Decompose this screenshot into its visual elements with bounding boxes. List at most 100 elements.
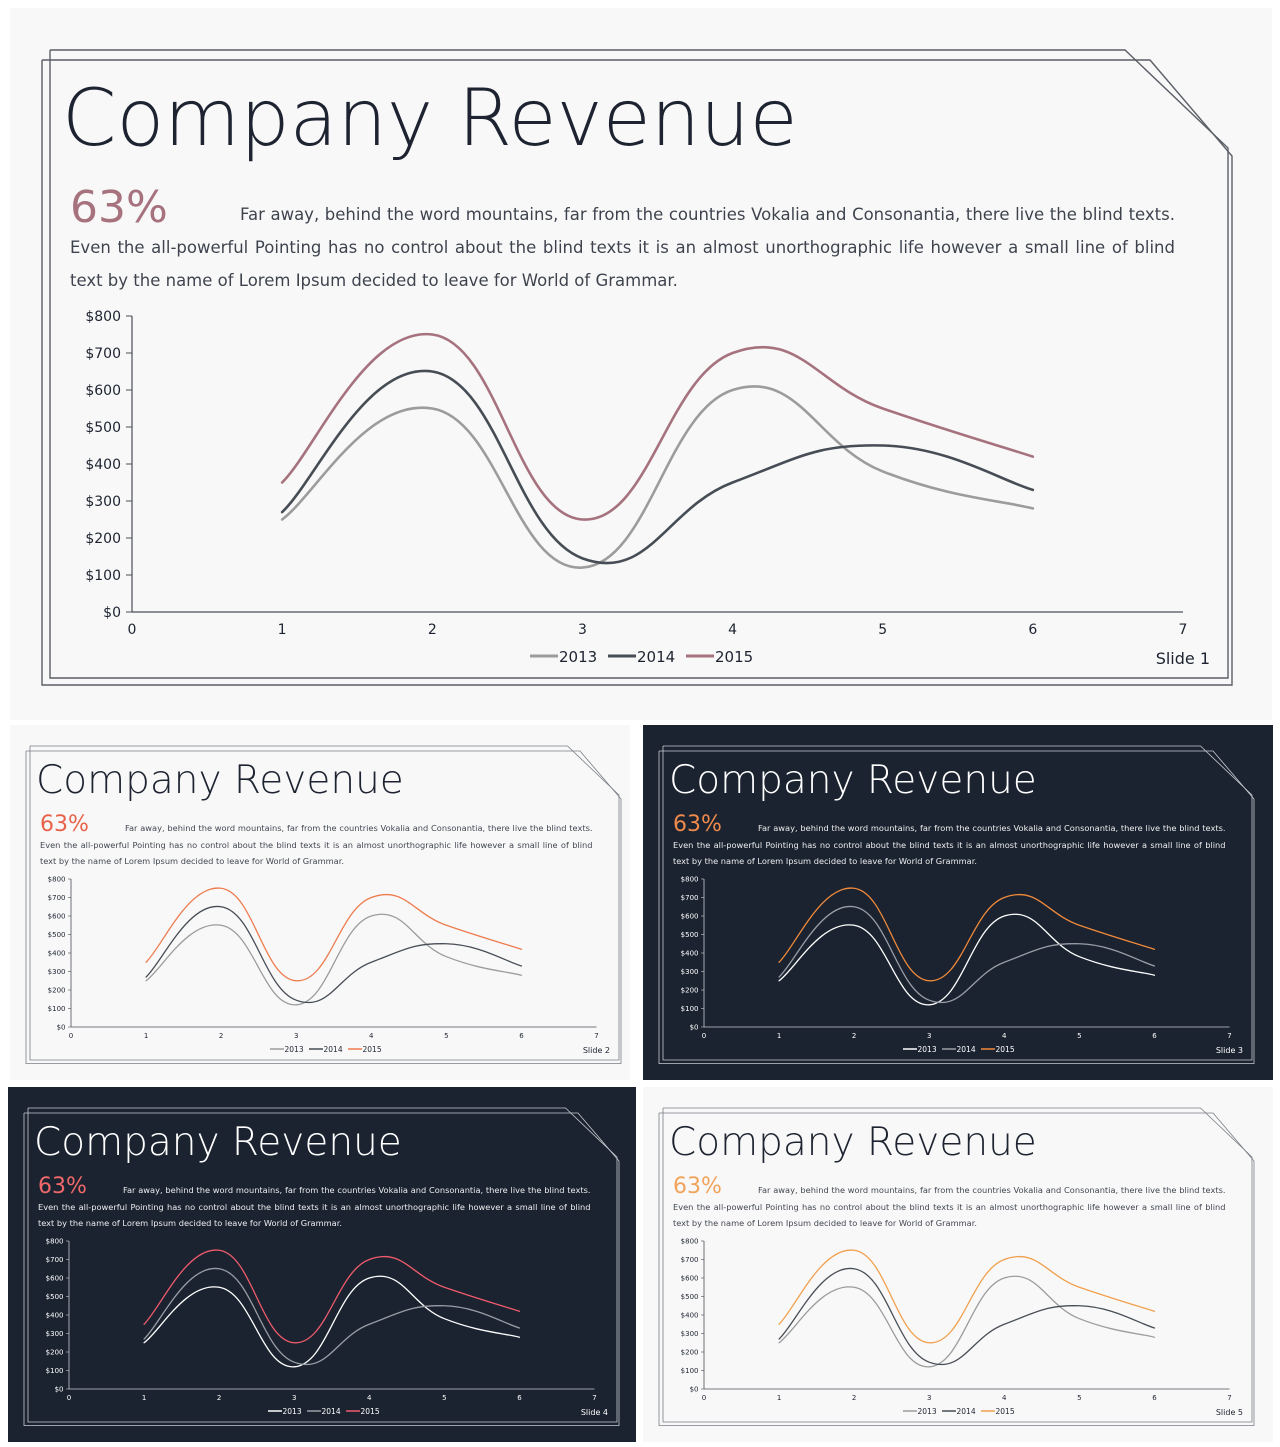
body-paragraph: Far away, behind the word mountains, far… xyxy=(70,198,1175,297)
y-tick-label: $300 xyxy=(85,494,121,510)
body-paragraph-text: Far away, behind the word mountains, far… xyxy=(70,205,1175,290)
x-tick-label: 0 xyxy=(702,1394,706,1402)
y-tick-label: $700 xyxy=(85,346,121,362)
inner-frame xyxy=(658,1112,1255,1426)
x-tick-label: 2 xyxy=(428,622,437,638)
y-tick-label: $500 xyxy=(48,931,66,939)
slide-title: Company Revenue xyxy=(669,758,1037,803)
y-tick-label: $400 xyxy=(681,1312,699,1320)
body-paragraph-text: Far away, behind the word mountains, far… xyxy=(673,1185,1226,1228)
y-tick-label: $500 xyxy=(46,1293,64,1301)
slide-1: $0 $100 $200 $300 $400 $500 $600 $700 $800 0 1 2 3 4 5… xyxy=(10,8,1272,720)
y-tick-label: $500 xyxy=(681,1293,699,1301)
series-line-2015 xyxy=(280,333,1035,521)
outer-frame xyxy=(662,745,1253,1061)
x-tick-label: 1 xyxy=(777,1394,781,1402)
body-paragraph: Far away, behind the word mountains, far… xyxy=(40,820,593,870)
body-paragraph: Far away, behind the word mountains, far… xyxy=(38,1182,591,1232)
revenue-chart: $0 $100 $200 $300 $400 $500 $600 $700 $800 0 1 2 3 4 5… xyxy=(46,1238,597,1403)
legend-label-2015: 2015 xyxy=(996,1045,1015,1054)
x-tick-label: 5 xyxy=(1077,1394,1081,1402)
legend-label-2014: 2014 xyxy=(637,648,675,666)
chart-legend: 2013 2014 2015 xyxy=(270,1045,382,1054)
y-tick-label: $100 xyxy=(46,1367,64,1375)
y-tick-label: $200 xyxy=(85,531,121,547)
legend-label-2014: 2014 xyxy=(322,1407,341,1416)
y-tick-label: $300 xyxy=(46,1330,64,1338)
slide-number-label: Slide 3 xyxy=(1216,1046,1243,1055)
x-tick-label: 1 xyxy=(777,1032,781,1040)
revenue-chart: $0 $100 $200 $300 $400 $500 $600 $700 $800 0 1 2 3 4 5… xyxy=(681,876,1232,1041)
series-line-2014 xyxy=(280,369,1035,565)
y-tick-label: $400 xyxy=(48,950,66,958)
series-line-2015 xyxy=(778,887,1156,982)
y-tick-label: $100 xyxy=(681,1367,699,1375)
x-tick-label: 1 xyxy=(142,1394,146,1402)
x-tick-label: 7 xyxy=(1227,1394,1231,1402)
x-tick-label: 3 xyxy=(927,1394,931,1402)
inner-frame xyxy=(658,750,1255,1064)
stat-percentage: 63% xyxy=(673,812,722,837)
y-tick-label: $600 xyxy=(681,1275,699,1283)
x-tick-label: 1 xyxy=(144,1032,148,1040)
legend-label-2015: 2015 xyxy=(363,1045,382,1054)
y-tick-label: $0 xyxy=(55,1386,64,1394)
y-tick-label: $800 xyxy=(46,1238,64,1246)
x-tick-label: 7 xyxy=(594,1032,598,1040)
x-tick-label: 2 xyxy=(217,1394,221,1402)
slide-frame-graphic: $0 $100 $200 $300 $400 $500 $600 $700 $800 0 1 2 3 4 5… xyxy=(658,1107,1255,1426)
legend-label-2013: 2013 xyxy=(918,1407,937,1416)
x-tick-label: 7 xyxy=(1179,622,1188,638)
y-tick-label: $400 xyxy=(85,457,121,473)
x-tick-label: 1 xyxy=(278,622,287,638)
outer-frame xyxy=(27,1107,618,1423)
x-tick-label: 6 xyxy=(1152,1394,1157,1402)
legend-label-2013: 2013 xyxy=(283,1407,302,1416)
series-line-2015 xyxy=(145,887,523,982)
slide-4: $0 $100 $200 $300 $400 $500 $600 $700 $800 0 1 2 3 4 5… xyxy=(8,1087,636,1442)
revenue-chart: $0 $100 $200 $300 $400 $500 $600 $700 $800 0 1 2 3 4 5… xyxy=(681,1238,1232,1403)
y-tick-label: $300 xyxy=(681,1330,699,1338)
legend-label-2014: 2014 xyxy=(957,1407,976,1416)
x-tick-label: 4 xyxy=(1002,1394,1007,1402)
chart-legend: 2013 2014 2015 xyxy=(530,648,753,666)
x-tick-label: 0 xyxy=(702,1032,706,1040)
legend-label-2015: 2015 xyxy=(361,1407,380,1416)
y-tick-label: $500 xyxy=(85,420,121,436)
y-tick-label: $500 xyxy=(681,931,699,939)
inner-frame xyxy=(41,59,1233,686)
y-tick-label: $600 xyxy=(681,913,699,921)
chart-legend: 2013 2014 2015 xyxy=(268,1407,380,1416)
y-tick-label: $700 xyxy=(681,1256,699,1264)
y-tick-label: $400 xyxy=(681,950,699,958)
outer-frame xyxy=(662,1107,1253,1423)
x-tick-label: 3 xyxy=(294,1032,298,1040)
body-paragraph: Far away, behind the word mountains, far… xyxy=(673,1182,1226,1232)
outer-frame xyxy=(49,49,1229,679)
stat-percentage: 63% xyxy=(38,1174,87,1199)
y-tick-label: $200 xyxy=(46,1349,64,1357)
y-tick-label: $400 xyxy=(46,1312,64,1320)
x-tick-label: 0 xyxy=(128,622,137,638)
x-tick-label: 3 xyxy=(927,1032,931,1040)
x-tick-label: 3 xyxy=(292,1394,296,1402)
slide-2: $0 $100 $200 $300 $400 $500 $600 $700 $800 0 1 2 3 4 5… xyxy=(10,725,630,1080)
x-tick-label: 5 xyxy=(878,622,887,638)
y-tick-label: $800 xyxy=(85,309,121,325)
series-line-2013 xyxy=(145,913,523,1006)
x-tick-label: 6 xyxy=(519,1032,524,1040)
body-paragraph-text: Far away, behind the word mountains, far… xyxy=(40,823,593,866)
y-tick-label: $600 xyxy=(85,383,121,399)
body-paragraph-text: Far away, behind the word mountains, far… xyxy=(38,1185,591,1228)
inner-frame xyxy=(23,1112,620,1426)
series-line-2014 xyxy=(778,1268,1156,1365)
stat-percentage: 63% xyxy=(40,812,89,837)
x-tick-label: 4 xyxy=(367,1394,372,1402)
series-line-2013 xyxy=(778,1275,1156,1368)
series-line-2015 xyxy=(778,1249,1156,1344)
y-tick-label: $0 xyxy=(690,1024,699,1032)
x-tick-label: 5 xyxy=(1077,1032,1081,1040)
y-tick-label: $100 xyxy=(681,1005,699,1013)
stat-percentage: 63% xyxy=(70,182,168,233)
revenue-chart: $0 $100 $200 $300 $400 $500 $600 $700 $800 0 1 2 3 4 5… xyxy=(48,876,599,1041)
